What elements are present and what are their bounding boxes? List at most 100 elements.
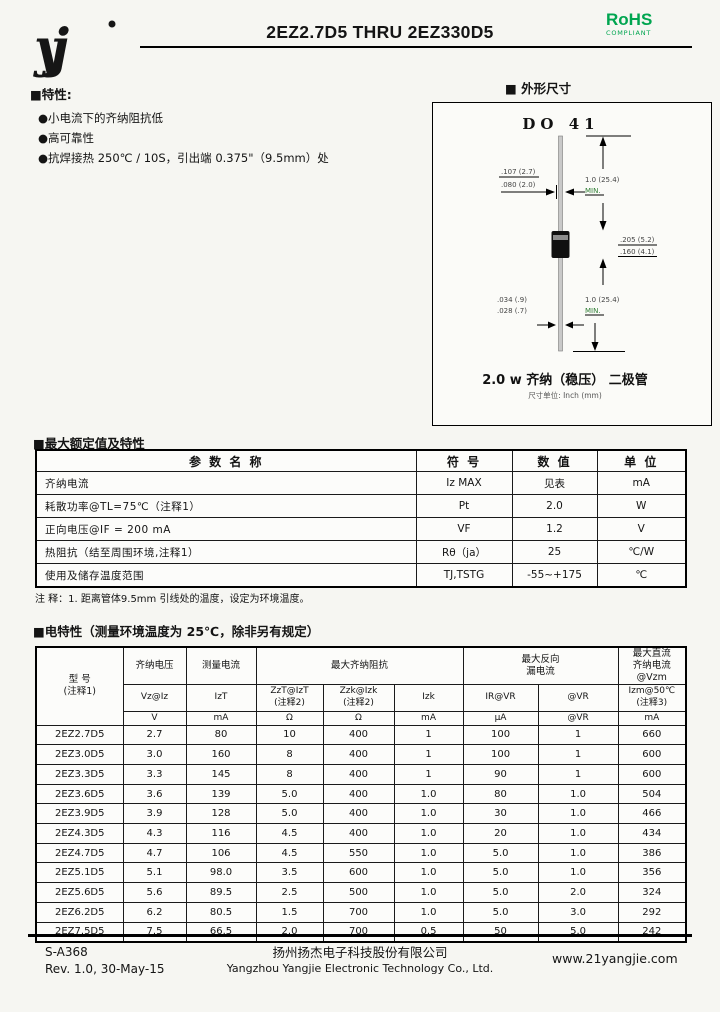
vr-cell: 5.0: [537, 921, 619, 943]
vz-cell: 6.2: [122, 901, 187, 923]
dim-body-length-max: .205 (5.2): [620, 236, 655, 244]
rohs-compliant-label: COMPLIANT: [606, 29, 652, 37]
model-cell: 2EZ4.7D5: [35, 842, 124, 864]
feature-item: ●高可靠性: [38, 131, 95, 145]
feature-item: ●小电流下的齐纳阻抗低: [38, 111, 164, 125]
ir-cell: 30: [462, 803, 539, 825]
ratings-footnote: 注 释：1. 距离管体9.5mm 引线处的温度，设定为环境温度。: [35, 594, 310, 605]
document-number: S-A368: [45, 945, 88, 959]
model-cell: 2EZ5.1D5: [35, 862, 124, 884]
ratings-row: 耗散功率@TL=75℃（注释1） Pt 2.0 W: [35, 494, 687, 518]
ir-cell: 5.0: [462, 901, 539, 923]
dim-lead-length-top: 1.0 (25.4): [585, 176, 620, 184]
izt-cell: 145: [185, 764, 257, 785]
model-cell: 2EZ6.2D5: [35, 901, 124, 923]
sub-izk: Izk: [393, 683, 464, 712]
ir-cell: 90: [462, 764, 539, 785]
izk-cell: 1.0: [393, 882, 464, 903]
zzt-cell: 10: [255, 724, 324, 746]
electrical-row: 2EZ5.6D5 5.6 89.5 2.5 500 1.0 5.0 2.0 32…: [35, 882, 687, 903]
sub-vz: Vz@Iz: [122, 683, 187, 712]
param-unit-cell: ℃: [596, 563, 687, 588]
zzk-cell: 700: [322, 921, 395, 943]
document-number-block: S-A368 Rev. 1.0, 30-May-15: [45, 944, 165, 978]
dim-body-diameter-max: .107 (2.7): [501, 168, 536, 176]
zzt-cell: 4.5: [255, 823, 324, 844]
zzt-cell: 5.0: [255, 783, 324, 805]
model-cell: 2EZ4.3D5: [35, 823, 124, 844]
zzk-cell: 400: [322, 764, 395, 785]
electrical-row: 2EZ4.7D5 4.7 106 4.5 550 1.0 5.0 1.0 386: [35, 842, 687, 864]
dim-lead-diameter-max: .034 (.9): [497, 296, 527, 304]
vz-cell: 4.7: [122, 842, 187, 864]
electrical-row: 2EZ5.1D5 5.1 98.0 3.5 600 1.0 5.0 1.0 35…: [35, 862, 687, 884]
zzt-cell: 2.5: [255, 882, 324, 903]
izt-cell: 160: [185, 744, 257, 765]
ratings-header-row: 参 数 名 称 符 号 数 值 单 位: [35, 449, 687, 472]
group-max-dc-zener-current: 最大直流 齐纳电流 @Vzm: [617, 646, 687, 685]
group-max-zener-impedance: 最大齐纳阻抗: [255, 646, 464, 685]
zzk-cell: 550: [322, 842, 395, 864]
izt-cell: 98.0: [185, 862, 257, 884]
vz-cell: 5.1: [122, 862, 187, 884]
vr-cell: 2.0: [537, 882, 619, 903]
dim-lead-diameter-min: .028 (.7): [497, 307, 527, 315]
zzk-cell: 400: [322, 744, 395, 765]
param-value-cell: 见表: [511, 471, 598, 495]
vz-cell: 7.5: [122, 921, 187, 943]
model-cell: 2EZ3.9D5: [35, 803, 124, 825]
unit-ma-1: mA: [185, 710, 257, 726]
website: www.21yangjie.com: [552, 951, 678, 966]
vz-cell: 3.9: [122, 803, 187, 825]
vr-cell: 1: [537, 744, 619, 765]
izt-cell: 116: [185, 823, 257, 844]
unit-ohm-2: Ω: [322, 710, 395, 726]
vz-cell: 4.3: [122, 823, 187, 844]
ratings-row: 热阻抗（结至周围环境,注释1） Rθ（ja） 25 ℃/W: [35, 540, 687, 564]
col-value: 数 值: [511, 449, 598, 472]
ir-cell: 5.0: [462, 882, 539, 903]
electrical-row: 2EZ3.9D5 3.9 128 5.0 400 1.0 30 1.0 466: [35, 803, 687, 825]
ir-cell: 100: [462, 744, 539, 765]
dim-lead-length-bottom-min: MIN.: [585, 307, 601, 315]
zzt-cell: 5.0: [255, 803, 324, 825]
param-unit-cell: V: [596, 517, 687, 541]
izm-cell: 504: [617, 783, 687, 805]
ir-cell: 50: [462, 921, 539, 943]
model-cell: 2EZ3.0D5: [35, 744, 124, 765]
title-divider: [140, 46, 692, 48]
electrical-row: 2EZ7.5D5 7.5 66.5 2.0 700 0.5 50 5.0 242: [35, 921, 687, 943]
ratings-heading: ■最大额定值及特性: [33, 436, 145, 451]
dim-body-diameter-min: .080 (2.0): [501, 181, 536, 189]
izt-cell: 66.5: [185, 921, 257, 943]
group-test-current: 测量电流: [185, 646, 257, 685]
model-cell: 2EZ7.5D5: [35, 921, 124, 943]
izm-cell: 600: [617, 764, 687, 785]
dim-lead-length-bottom: 1.0 (25.4): [585, 296, 620, 304]
model-cell: 2EZ3.6D5: [35, 783, 124, 805]
zzk-cell: 400: [322, 823, 395, 844]
param-symbol-cell: VF: [415, 517, 513, 541]
izt-cell: 139: [185, 783, 257, 805]
unit-ohm-1: Ω: [255, 710, 324, 726]
param-symbol-cell: Rθ（ja）: [415, 540, 513, 564]
model-cell: 2EZ2.7D5: [35, 724, 124, 746]
rohs-label: RoHS: [606, 10, 653, 29]
electrical-row: 2EZ3.6D5 3.6 139 5.0 400 1.0 80 1.0 504: [35, 783, 687, 805]
izt-cell: 80.5: [185, 901, 257, 923]
model-cell: 2EZ5.6D5: [35, 882, 124, 903]
revision: Rev. 1.0, 30-May-15: [45, 962, 165, 976]
param-name-cell: 齐纳电流: [35, 471, 417, 495]
vz-cell: 3.6: [122, 783, 187, 805]
zzt-cell: 1.5: [255, 901, 324, 923]
feature-item: ●抗焊接热 250℃ / 10S，引出端 0.375"（9.5mm）处: [38, 151, 329, 165]
vr-cell: 1.0: [537, 842, 619, 864]
electrical-table: 型 号 (注释1) 齐纳电压 测量电流 最大齐纳阻抗 最大反向 漏电流 最大直流…: [35, 646, 688, 944]
zzk-cell: 700: [322, 901, 395, 923]
izk-cell: 1.0: [393, 823, 464, 844]
ratings-row: 使用及储存温度范围 TJ,TSTG -55~+175 ℃: [35, 563, 687, 588]
ir-cell: 80: [462, 783, 539, 805]
izk-cell: 0.5: [393, 921, 464, 943]
sub-header-row: Vz@Iz IzT ZzT@IzT (注释2) Zzk@Izk (注释2) Izk …: [36, 683, 687, 712]
izt-cell: 106: [185, 842, 257, 864]
